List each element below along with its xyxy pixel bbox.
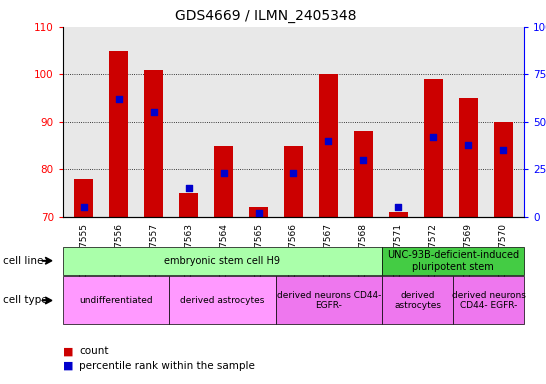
Text: cell type: cell type: [3, 295, 48, 306]
Point: [79, 204, 88, 210]
Text: embryonic stem cell H9: embryonic stem cell H9: [164, 256, 281, 266]
Text: percentile rank within the sample: percentile rank within the sample: [79, 361, 255, 371]
Title: GDS4669 / ILMN_2405348: GDS4669 / ILMN_2405348: [175, 9, 357, 23]
Bar: [354, 131, 373, 217]
Point: [149, 109, 158, 116]
Point: [324, 138, 333, 144]
Point: [359, 157, 368, 163]
Bar: [494, 122, 513, 217]
Bar: [249, 207, 268, 217]
Text: derived neurons CD44-
EGFR-: derived neurons CD44- EGFR-: [277, 291, 381, 310]
Point: [254, 210, 263, 216]
Text: derived neurons
CD44- EGFR-: derived neurons CD44- EGFR-: [452, 291, 526, 310]
Text: cell line: cell line: [3, 256, 43, 266]
Bar: [74, 179, 93, 217]
Bar: [214, 146, 233, 217]
Point: [499, 147, 508, 154]
Bar: [459, 98, 478, 217]
Text: ■: ■: [63, 346, 73, 356]
Point: [219, 170, 228, 176]
Bar: [179, 193, 198, 217]
Point: [114, 96, 123, 102]
Text: undifferentiated: undifferentiated: [79, 296, 153, 305]
Bar: [109, 51, 128, 217]
Point: [184, 185, 193, 192]
Bar: [424, 79, 443, 217]
Text: count: count: [79, 346, 109, 356]
Point: [464, 142, 473, 148]
Bar: [284, 146, 303, 217]
Bar: [319, 74, 338, 217]
Text: derived
astrocytes: derived astrocytes: [394, 291, 441, 310]
Text: derived astrocytes: derived astrocytes: [180, 296, 265, 305]
Point: [429, 134, 438, 140]
Text: ■: ■: [63, 361, 73, 371]
Bar: [144, 70, 163, 217]
Point: [289, 170, 298, 176]
Text: UNC-93B-deficient-induced
pluripotent stem: UNC-93B-deficient-induced pluripotent st…: [387, 250, 519, 271]
Point: [394, 204, 403, 210]
Bar: [389, 212, 408, 217]
